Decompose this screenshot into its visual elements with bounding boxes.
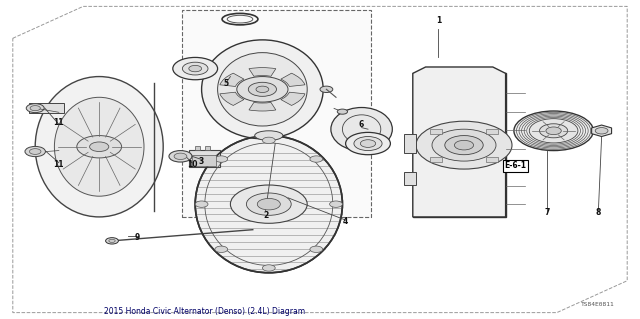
Bar xyxy=(413,73,506,217)
Ellipse shape xyxy=(202,40,323,139)
Bar xyxy=(182,10,371,217)
Circle shape xyxy=(77,136,122,158)
Wedge shape xyxy=(281,73,305,86)
Circle shape xyxy=(514,111,593,151)
Circle shape xyxy=(262,265,275,271)
Wedge shape xyxy=(281,92,305,106)
Circle shape xyxy=(310,156,323,162)
Text: 5: 5 xyxy=(223,79,228,88)
Circle shape xyxy=(215,156,228,162)
Circle shape xyxy=(30,106,40,111)
Bar xyxy=(205,146,210,150)
Ellipse shape xyxy=(195,136,342,273)
Ellipse shape xyxy=(331,108,392,151)
Circle shape xyxy=(416,121,512,169)
Wedge shape xyxy=(249,102,276,111)
Ellipse shape xyxy=(255,131,283,140)
Circle shape xyxy=(346,132,390,155)
Circle shape xyxy=(248,82,276,96)
Circle shape xyxy=(337,109,348,114)
Polygon shape xyxy=(413,67,506,217)
Bar xyxy=(486,129,499,134)
Circle shape xyxy=(173,57,218,80)
Text: 10: 10 xyxy=(187,160,197,169)
Circle shape xyxy=(256,86,269,93)
Circle shape xyxy=(540,124,568,138)
Text: 2015 Honda Civic Alternator (Denso) (2.4L) Diagram: 2015 Honda Civic Alternator (Denso) (2.4… xyxy=(104,307,305,315)
Text: 3: 3 xyxy=(199,157,204,166)
Bar xyxy=(192,155,216,166)
Circle shape xyxy=(595,128,608,134)
Wedge shape xyxy=(220,73,244,86)
Text: 11: 11 xyxy=(54,118,64,127)
Bar xyxy=(29,103,64,113)
Circle shape xyxy=(454,140,474,150)
Circle shape xyxy=(230,185,307,223)
Circle shape xyxy=(354,137,382,151)
Bar xyxy=(404,134,416,153)
Circle shape xyxy=(169,151,192,162)
Circle shape xyxy=(195,201,208,207)
Bar xyxy=(404,172,416,185)
Circle shape xyxy=(182,62,208,75)
Text: 11: 11 xyxy=(54,160,64,169)
Text: 9: 9 xyxy=(135,233,140,242)
Ellipse shape xyxy=(218,53,307,126)
Circle shape xyxy=(262,137,275,144)
Text: 6: 6 xyxy=(359,120,364,129)
Circle shape xyxy=(529,119,578,143)
Ellipse shape xyxy=(35,77,163,217)
Circle shape xyxy=(174,153,187,160)
Circle shape xyxy=(320,86,333,93)
Circle shape xyxy=(237,77,288,102)
Bar xyxy=(189,150,220,167)
Bar xyxy=(255,126,283,136)
Circle shape xyxy=(432,129,496,161)
Circle shape xyxy=(25,146,45,157)
Ellipse shape xyxy=(54,97,144,196)
Circle shape xyxy=(445,136,483,155)
Circle shape xyxy=(26,104,44,113)
Circle shape xyxy=(330,201,342,207)
Text: E-6-1: E-6-1 xyxy=(504,161,526,170)
Bar xyxy=(429,157,442,162)
Text: 2: 2 xyxy=(263,211,268,220)
Text: 7: 7 xyxy=(545,208,550,217)
Text: 4: 4 xyxy=(343,217,348,226)
Text: TS84E0811: TS84E0811 xyxy=(580,302,614,307)
Circle shape xyxy=(189,65,202,72)
Circle shape xyxy=(90,142,109,152)
Circle shape xyxy=(215,246,228,252)
Polygon shape xyxy=(591,125,612,137)
Text: 1: 1 xyxy=(436,16,441,25)
Wedge shape xyxy=(249,68,276,76)
Circle shape xyxy=(257,198,280,210)
Circle shape xyxy=(360,140,376,147)
Bar xyxy=(429,129,442,134)
Wedge shape xyxy=(220,92,244,106)
Circle shape xyxy=(310,246,323,252)
Circle shape xyxy=(109,239,115,242)
Circle shape xyxy=(246,193,291,215)
Bar xyxy=(486,157,499,162)
Bar xyxy=(195,146,200,150)
Circle shape xyxy=(546,127,561,135)
Text: 8: 8 xyxy=(596,208,601,217)
Circle shape xyxy=(106,238,118,244)
Circle shape xyxy=(29,149,41,154)
